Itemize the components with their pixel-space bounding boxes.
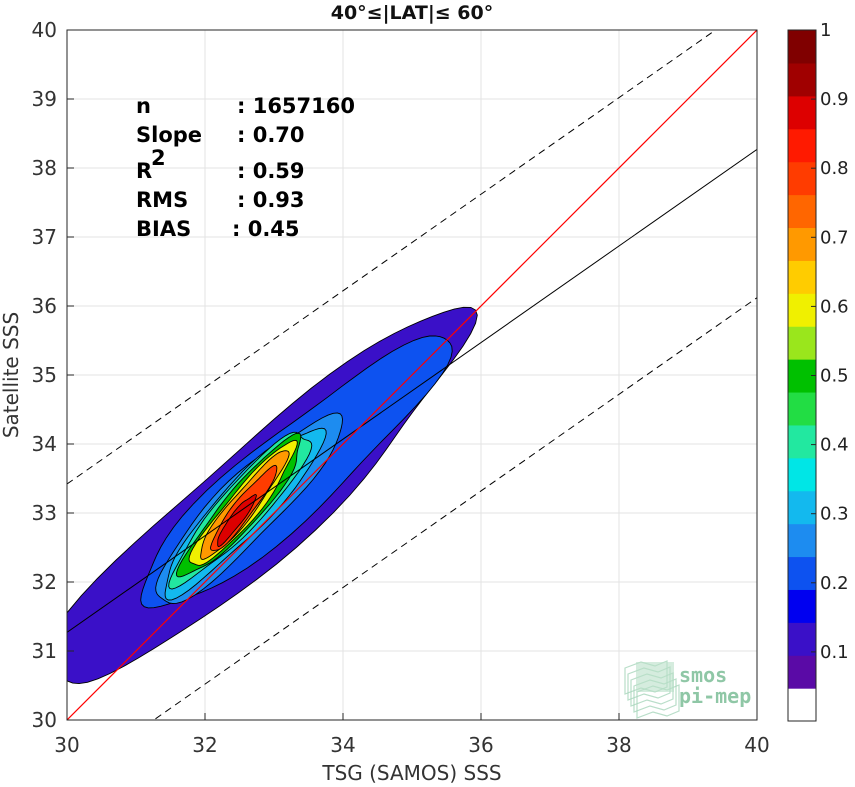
x-tick-label: 38: [606, 733, 631, 757]
y-tick-label: 39: [32, 87, 57, 111]
colorbar-tick-label: 0.6: [820, 296, 849, 317]
y-tick-label: 32: [32, 570, 57, 594]
y-tick-label: 35: [32, 363, 57, 387]
colorbar-tick-label: 0.3: [820, 504, 849, 525]
colorbar-segment: [788, 490, 816, 525]
colorbar: 0.1 0.2 0.3 0.4 0.5 0.6 0.7 0.8 0.9 1: [787, 20, 849, 722]
colorbar-segment: [788, 688, 816, 722]
colorbar-segment: [788, 128, 816, 163]
colorbar-segment: [788, 655, 816, 689]
colorbar-segment: [788, 326, 816, 360]
upper-rms-line: [67, 30, 717, 485]
colorbar-tick-label: 0.2: [820, 573, 849, 594]
y-tick-label: 37: [32, 225, 57, 249]
colorbar-segment: [788, 622, 816, 656]
colorbar-tick-label: 0.1: [820, 642, 849, 663]
colorbar-tick-label: 0.8: [820, 158, 849, 179]
colorbar-tick-label: 0.4: [820, 435, 849, 456]
x-tick-label: 34: [330, 733, 355, 757]
x-tick-label: 36: [468, 733, 493, 757]
y-tick-label: 36: [32, 294, 57, 318]
identity-line: [67, 30, 757, 720]
colorbar-segment: [788, 424, 816, 459]
y-axis-label: Satellite SSS: [0, 312, 23, 438]
colorbar-segment: [788, 161, 816, 196]
y-tick-label: 34: [32, 432, 57, 456]
stat-label: RMS: [136, 188, 188, 212]
stat-value: : 0.59: [237, 159, 305, 183]
colorbar-segment: [788, 62, 816, 97]
stat-label: BIAS: [136, 217, 191, 241]
colorbar-segment: [788, 227, 816, 261]
stat-value: : 0.45: [232, 217, 300, 241]
colorbar-segment: [788, 30, 816, 64]
colorbar-segment: [788, 589, 816, 623]
y-tick-label: 33: [32, 501, 57, 525]
logo-block: [636, 662, 674, 692]
y-tick-label: 31: [32, 639, 57, 663]
colorbar-segment: [788, 391, 816, 426]
colorbar-tick-label: 0.5: [820, 366, 849, 387]
colorbar-tick-label: 0.7: [820, 227, 849, 248]
colorbar-segment: [788, 523, 816, 558]
y-tick-label: 30: [32, 708, 57, 732]
stat-label: R: [136, 159, 152, 183]
stat-label: Slope: [136, 123, 202, 147]
colorbar-segment: [788, 260, 816, 294]
regression-line: [67, 148, 757, 633]
logo-text-line1: smos: [679, 663, 727, 687]
contour-level-0-95: [217, 494, 257, 547]
lower-rms-line: [152, 297, 757, 720]
colorbar-segment: [788, 194, 816, 229]
colorbar-segment: [788, 95, 816, 130]
chart-title: 40°≤|LAT|≤ 60°: [331, 2, 494, 24]
stat-superscript: 2: [151, 146, 166, 170]
x-tick-label: 32: [192, 733, 217, 757]
colorbar-segment: [788, 293, 816, 327]
logo-text-line2: pi-mep: [679, 684, 751, 708]
y-tick-label: 38: [32, 156, 57, 180]
y-tick-label: 40: [32, 18, 57, 42]
colorbar-tick-label: 1: [820, 20, 831, 41]
stat-value: : 0.93: [237, 188, 305, 212]
x-tick-label: 30: [54, 733, 79, 757]
stat-label: n: [136, 94, 151, 118]
colorbar-tick-label: 0.9: [820, 89, 849, 110]
y-ticks: 30 31 32 33 34 35 36 37 38 39 40: [32, 18, 74, 732]
x-tick-label: 40: [744, 733, 769, 757]
stat-value: : 1657160: [237, 94, 355, 118]
reference-lines: [67, 30, 757, 720]
colorbar-segment: [788, 556, 816, 590]
colorbar-segment: [788, 457, 816, 492]
stat-value: : 0.70: [237, 123, 305, 147]
stats-box: n : 1657160 Slope : 0.70 R2 : 0.59 RMS : 0.93 BI…: [136, 94, 355, 241]
x-axis-label: TSG (SAMOS) SSS: [321, 761, 501, 785]
x-ticks: 30 32 34 36 38 40: [54, 713, 770, 757]
